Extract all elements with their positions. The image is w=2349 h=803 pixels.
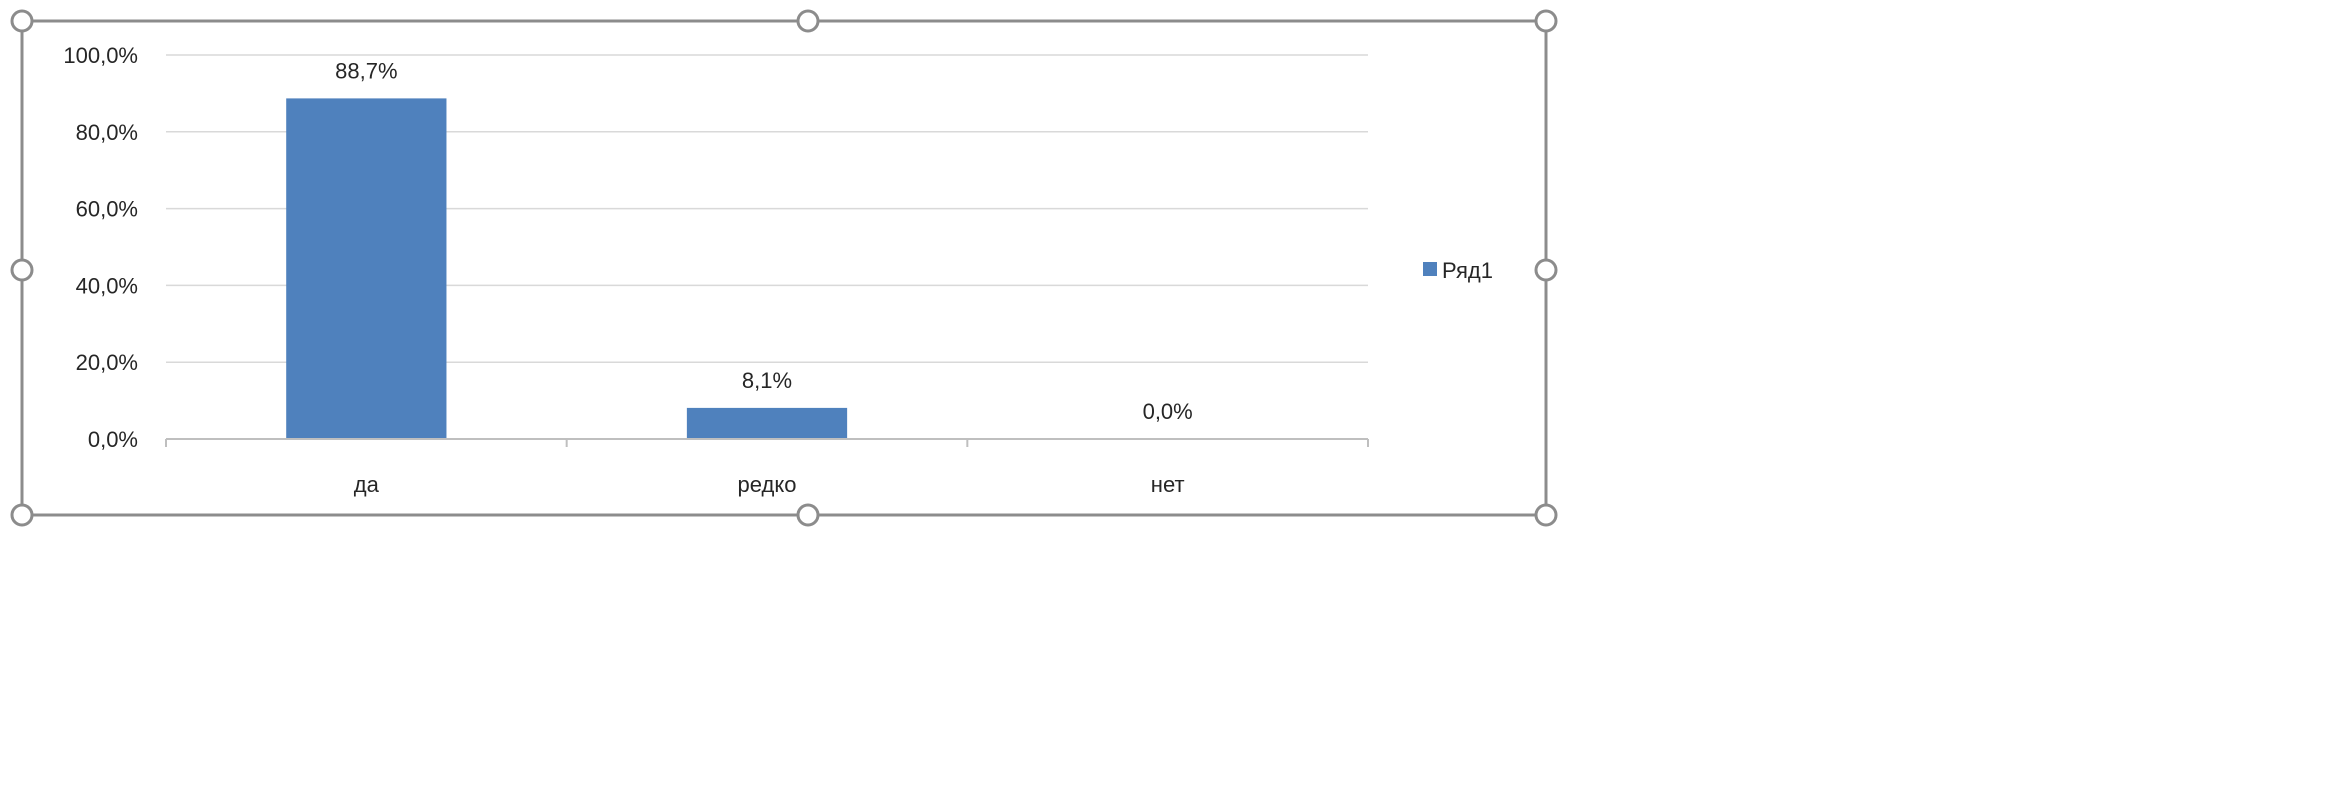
legend-swatch-series-1	[1423, 262, 1437, 276]
resize-handle-3[interactable]	[1534, 9, 1558, 33]
resize-handle-2[interactable]	[796, 9, 820, 33]
chart-stage: 0,0% 20,0% 40,0% 60,0% 80,0% 100,0% 88,7% 8,1%…	[0, 0, 1568, 536]
data-label-1: 88,7%	[335, 58, 397, 83]
data-labels: 88,7% 8,1% 0,0%	[335, 58, 1193, 424]
category-label-3: нет	[1151, 472, 1185, 497]
bar-2[interactable]	[686, 407, 848, 439]
bars	[286, 98, 848, 439]
legend[interactable]: Ряд1	[1423, 258, 1493, 283]
resize-handle-8[interactable]	[1534, 503, 1558, 527]
category-label-2: редко	[738, 472, 797, 497]
y-tick-label: 0,0%	[88, 427, 138, 452]
chart-selection-frame[interactable]	[20, 19, 1548, 517]
y-tick-label: 60,0%	[76, 197, 138, 222]
resize-handle-5[interactable]	[1534, 258, 1558, 282]
data-label-2: 8,1%	[742, 368, 792, 393]
category-labels: да редко нет	[354, 472, 1185, 497]
chart-svg: 0,0% 20,0% 40,0% 60,0% 80,0% 100,0% 88,7% 8,1%…	[10, 9, 1558, 527]
x-axis	[165, 438, 1369, 447]
resize-handle-1[interactable]	[10, 9, 34, 33]
resize-handle-6[interactable]	[10, 503, 34, 527]
selection-handles[interactable]	[10, 9, 1558, 527]
bar-1[interactable]	[286, 98, 447, 439]
resize-handle-7[interactable]	[796, 503, 820, 527]
y-tick-label: 20,0%	[76, 350, 138, 375]
y-axis-tick-labels: 0,0% 20,0% 40,0% 60,0% 80,0% 100,0%	[63, 43, 138, 452]
category-label-1: да	[354, 472, 380, 497]
legend-label-series-1: Ряд1	[1442, 258, 1493, 283]
y-tick-label: 80,0%	[76, 120, 138, 145]
data-label-3: 0,0%	[1143, 399, 1193, 424]
resize-handle-4[interactable]	[10, 258, 34, 282]
y-tick-label: 40,0%	[76, 273, 138, 298]
y-tick-label: 100,0%	[63, 43, 138, 68]
